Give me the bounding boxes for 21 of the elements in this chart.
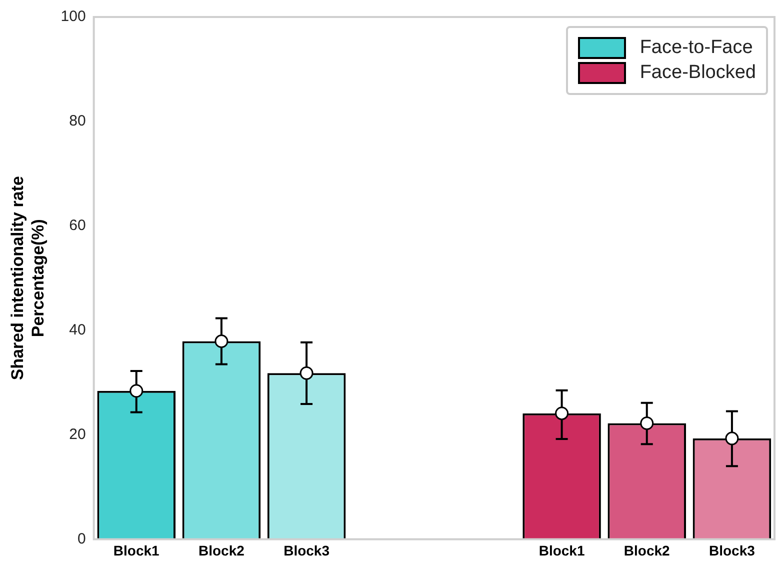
legend-label: Face-to-Face <box>640 37 753 59</box>
y-axis-title: Shared intentionality rate Percentage(%) <box>8 176 48 380</box>
x-tick-label: Block2 <box>624 542 670 558</box>
point <box>555 406 569 420</box>
y-tick-label: 100 <box>60 8 86 26</box>
y-tick-label: 0 <box>77 530 86 548</box>
x-tick-label: Block2 <box>198 542 245 558</box>
x-tick-label: Block1 <box>113 542 160 558</box>
y-tick-label: 40 <box>69 321 86 338</box>
point <box>214 334 228 348</box>
point <box>300 366 314 380</box>
y-tick-label: 80 <box>69 112 86 130</box>
x-tick-label: Block3 <box>708 542 756 558</box>
y-tick-label: 60 <box>69 217 86 234</box>
point <box>725 432 739 446</box>
x-tick-label: Block3 <box>284 542 330 558</box>
x-tick-label: Block1 <box>538 542 585 558</box>
point <box>640 416 654 430</box>
legend-label: Face-Blocked <box>640 62 756 84</box>
y-tick-label: 20 <box>69 426 86 443</box>
point <box>130 384 144 398</box>
